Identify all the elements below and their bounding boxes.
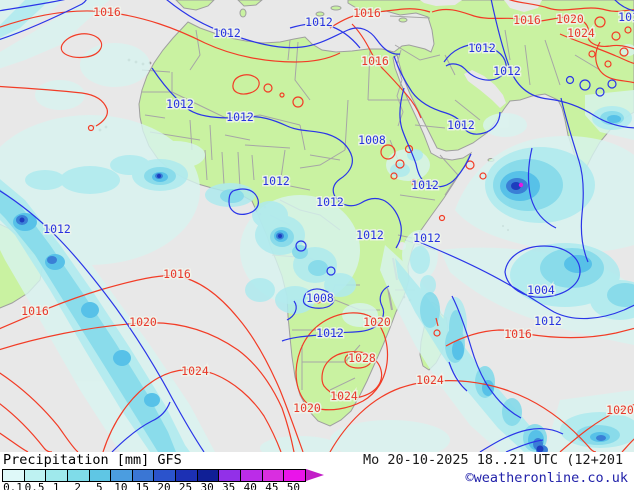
isobar-label-1020: 1020 — [129, 315, 157, 329]
isobar-label-1024: 1024 — [330, 389, 358, 403]
isobar-label-1012: 1012 — [534, 314, 562, 328]
colorbar-tick: 35 — [222, 481, 236, 490]
isobar-label-1008: 1008 — [358, 133, 386, 147]
isobar-label-1028: 1028 — [348, 351, 376, 365]
colorbar-segment — [262, 470, 285, 481]
isobar-label-1012: 1012 — [262, 174, 290, 188]
isobar-label-1012: 1012 — [468, 41, 496, 55]
isobar-label-1012: 1012 — [356, 228, 384, 242]
colorbar — [2, 469, 306, 482]
cyclone-core — [518, 182, 524, 188]
land-sardinia — [239, 8, 247, 18]
colorbar-tick: 1 — [52, 481, 60, 490]
colorbar-tick: 15 — [135, 481, 150, 490]
isobar-label-1016: 1016 — [361, 54, 389, 68]
colorbar-segment — [3, 470, 25, 481]
colorbar-tick: 2 — [74, 481, 82, 490]
black-sea — [420, 0, 462, 6]
isobar-label-1016: 1016 — [513, 13, 541, 27]
legend-title: Precipitation [mm] GFS — [3, 452, 182, 468]
colorbar-segment — [89, 470, 112, 481]
land-crete — [330, 5, 342, 11]
isobar-label-1016: 1016 — [93, 5, 121, 19]
isobar-label-1020: 1020 — [606, 403, 634, 417]
colorbar-tick: 10 — [114, 481, 128, 490]
isobars-high — [0, 0, 634, 452]
isobar-label-1012: 1012 — [411, 178, 439, 192]
land-cyprus — [398, 17, 408, 23]
isobar-label-1008: 1008 — [306, 291, 334, 305]
isobar-label-1020: 1020 — [556, 12, 584, 26]
colorbar-tick: 25 — [178, 481, 193, 490]
colorbar-tick: 45 — [265, 481, 279, 490]
colorbar-segment — [241, 470, 263, 481]
isobar-label-1020: 1020 — [293, 401, 321, 415]
persian-gulf — [464, 70, 506, 108]
colorbar-segment — [67, 470, 90, 481]
land-iberia — [175, 0, 215, 11]
isobar-label-1024: 1024 — [181, 364, 209, 378]
isobar-label-1012: 1012 — [226, 110, 254, 124]
colorbar-segment — [219, 470, 242, 481]
precip-extreme — [19, 174, 544, 452]
colorbar-tick: 0.1 — [3, 481, 23, 490]
isobar-label-1012: 1012 — [447, 118, 475, 132]
water-overlays — [398, 0, 542, 250]
isobar-label-1004: 1004 — [527, 283, 555, 297]
isobar-label-1024: 1024 — [567, 26, 595, 40]
precip-heavy — [0, 111, 634, 452]
colorbar-segment — [284, 470, 305, 481]
copyright-link[interactable]: ©weatheronline.co.uk — [465, 470, 628, 486]
land-sicily — [315, 11, 325, 17]
colorbar-ticks: 0.1 0.5 1 2 5 10 15 20 25 30 35 40 45 50 — [0, 481, 340, 490]
isobar-label-1012: 1012 — [316, 195, 344, 209]
colorbar-segment — [46, 470, 68, 481]
isobar-label-1016: 1016 — [163, 267, 191, 281]
isobar-label-1012: 1012 — [316, 326, 344, 340]
colorbar-segment — [24, 470, 47, 481]
isobar-label-1012: 1012 — [413, 231, 441, 245]
colorbar-segment — [111, 470, 133, 481]
colorbar-tick: 20 — [157, 481, 171, 490]
colorbar-tick: 30 — [200, 481, 214, 490]
isobar-label-1020: 1020 — [363, 315, 391, 329]
colorbar-segment — [132, 470, 155, 481]
colorbar-segment — [154, 470, 177, 481]
isobar-label-1012: 1012 — [213, 26, 241, 40]
colorbar-arrow-icon — [306, 469, 324, 481]
land-italy — [237, 0, 263, 7]
isobar-label-1024: 1024 — [416, 373, 444, 387]
colorbar-tick: 0.5 — [24, 481, 45, 490]
colorbar-tick: 50 — [286, 481, 301, 490]
isobars-low — [0, 0, 634, 452]
isobar-label-1016: 1016 — [504, 327, 532, 341]
colorbar-segment — [197, 470, 220, 481]
isobar-label-1012: 1012 — [43, 222, 71, 236]
isobar-label-1016: 1016 — [21, 304, 49, 318]
caspian-sea — [504, 0, 542, 12]
isobar-label-1012: 1012 — [493, 64, 521, 78]
colorbar-segment — [176, 470, 198, 481]
isobar-label-1016: 1016 — [353, 6, 381, 20]
isobar-label-1012: 1012 — [166, 97, 194, 111]
isobar-label-1012: 1012 — [305, 15, 333, 29]
colorbar-tick: 40 — [243, 481, 257, 490]
forecast-datetime: Mo 20-10-2025 18..21 UTC (12+201 — [363, 452, 624, 468]
isobar-label-1012: 1012 — [618, 10, 634, 24]
colorbar-tick: 5 — [95, 481, 103, 490]
